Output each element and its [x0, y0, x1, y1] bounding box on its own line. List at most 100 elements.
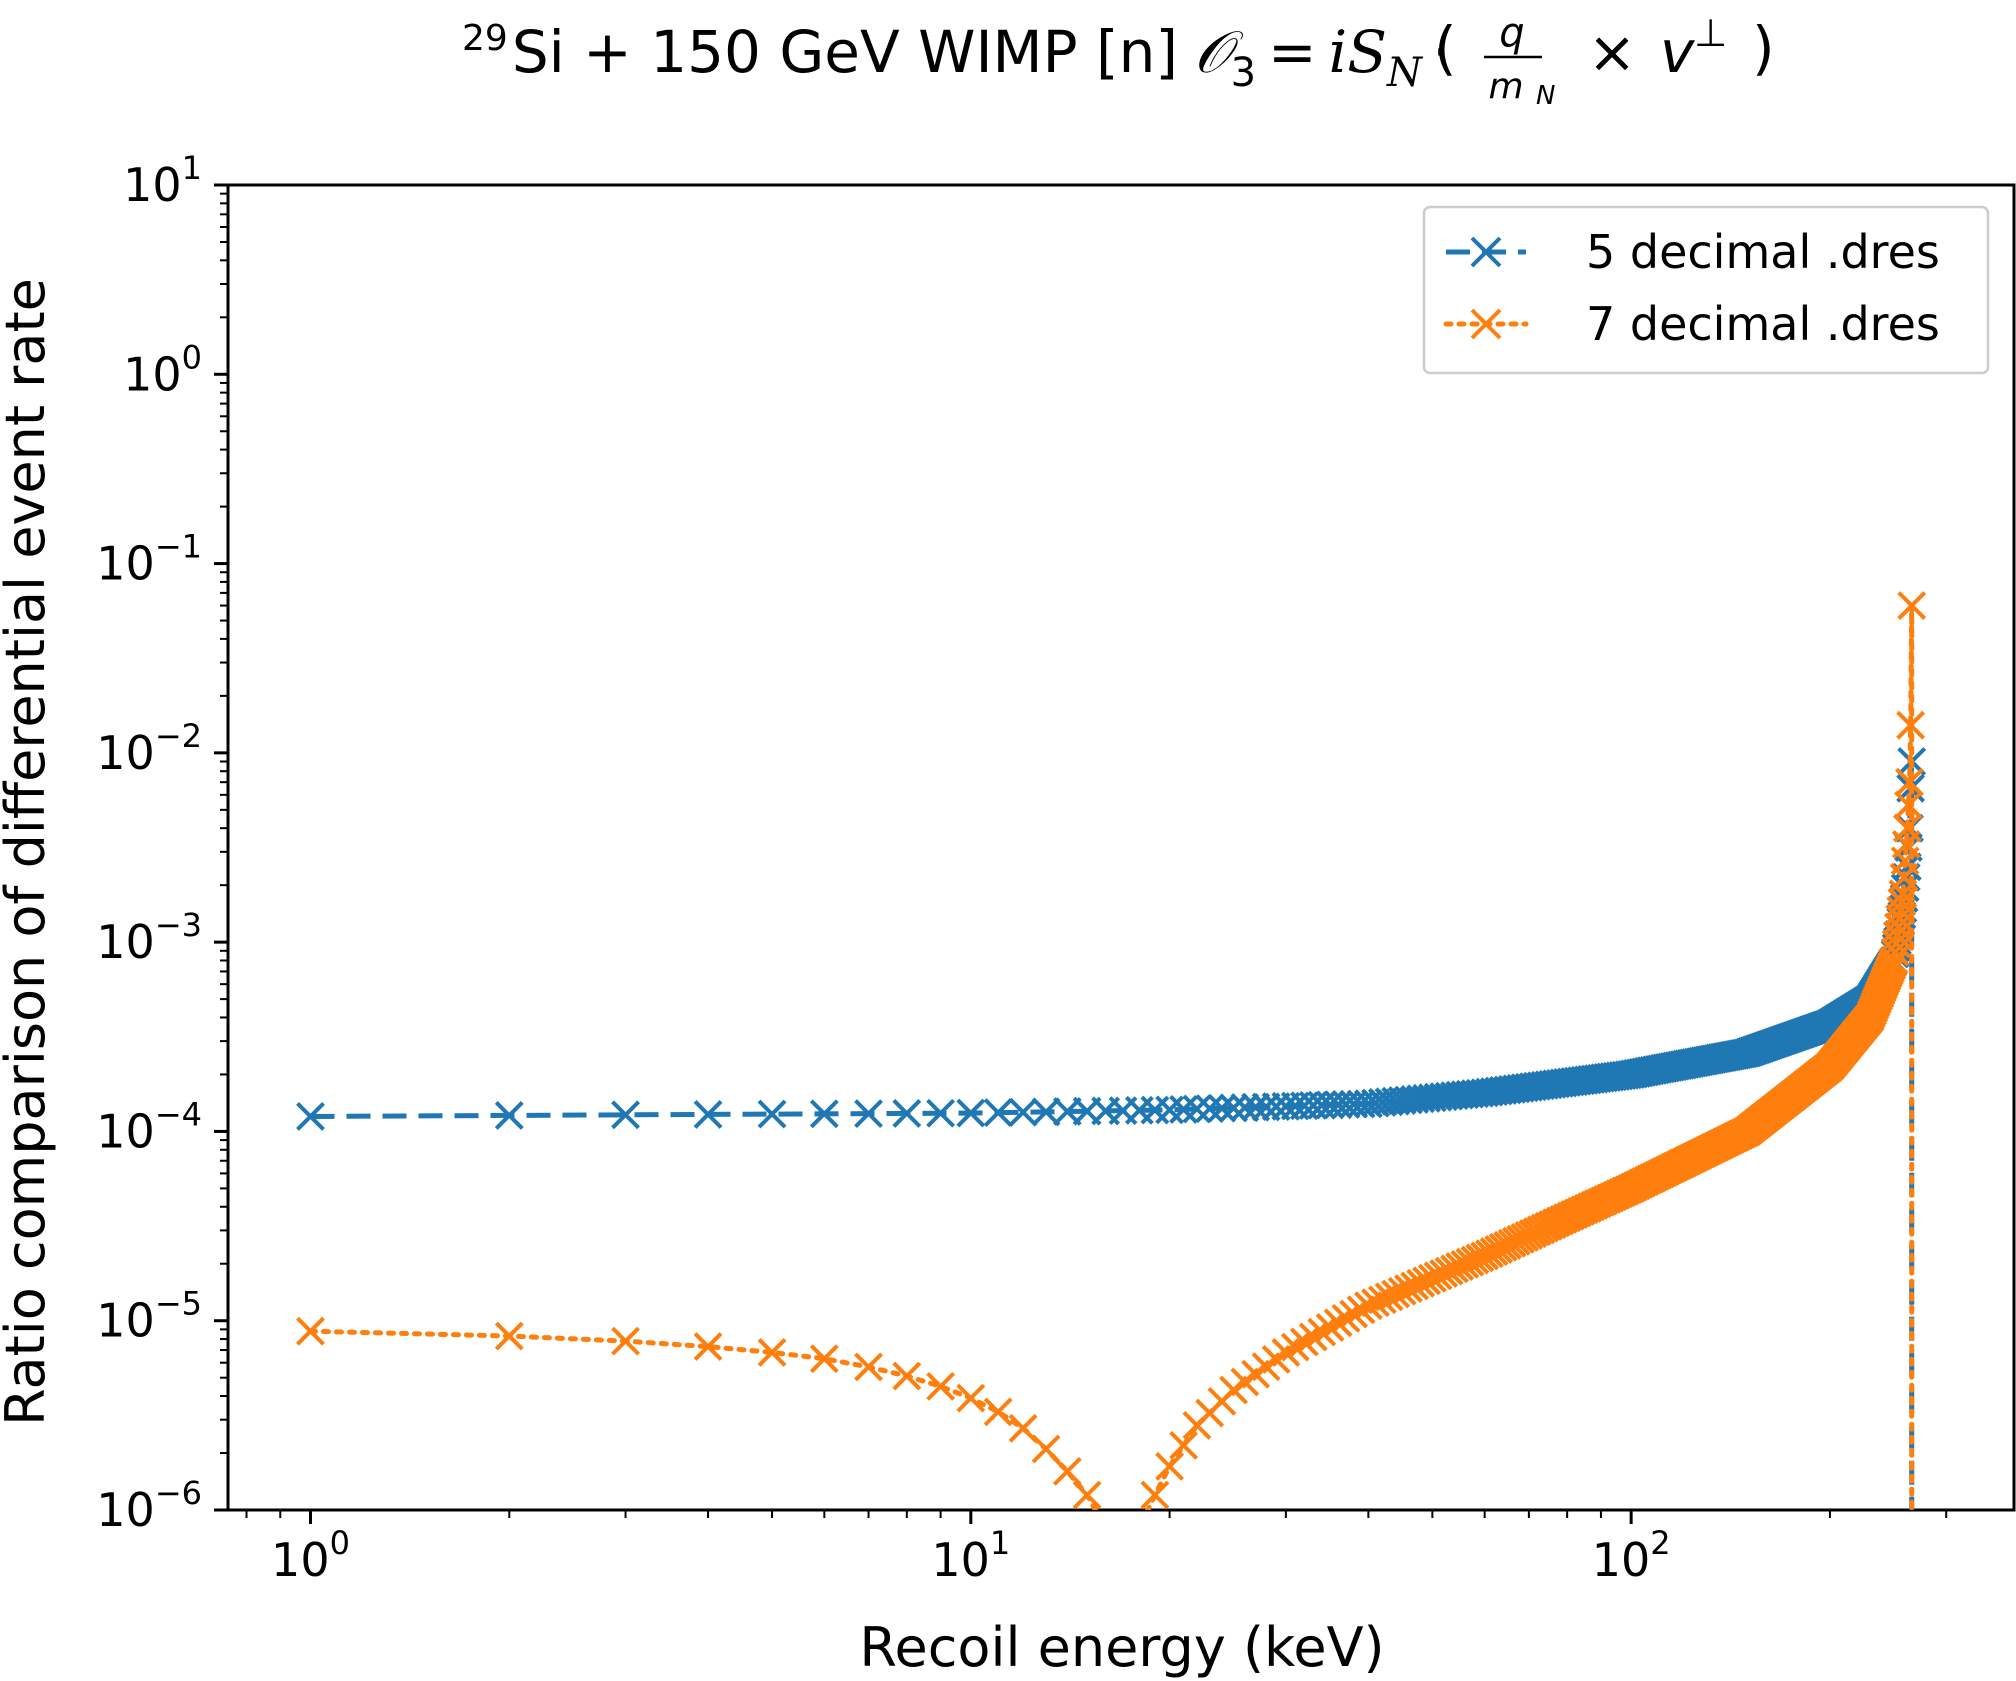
axis-ticks: 100 101 102 101 100 10−1 10−2 10−3 10−4 10−5 10−6 [96, 149, 1948, 1587]
data-point-marker [1219, 1093, 1249, 1123]
data-point-marker [1169, 1430, 1199, 1460]
data-point-marker [926, 1098, 956, 1128]
data-point-marker [1230, 1093, 1260, 1122]
data-point-marker [1455, 1247, 1485, 1277]
y-tick-label: 10−5 [96, 1285, 202, 1348]
data-point-marker [956, 1383, 986, 1413]
data-point-marker [1008, 1413, 1038, 1443]
data-point-marker [983, 1098, 1013, 1128]
title-spin-sub: N [1386, 50, 1424, 96]
data-point-marker [1897, 591, 1927, 620]
y-tick-label: 100 [123, 338, 202, 401]
y-tick-label: 10−4 [96, 1095, 202, 1158]
data-point-marker [693, 1332, 723, 1362]
data-point-marker [854, 1099, 883, 1129]
data-point-marker [1031, 1434, 1061, 1464]
title-q-numerator: q [1499, 10, 1524, 56]
data-point-marker [1280, 1332, 1310, 1362]
data-point-marker [809, 1344, 839, 1374]
data-point-marker [1182, 1094, 1212, 1124]
data-point-marker [1031, 1097, 1061, 1127]
svg-text:29Si + 150 GeV WIMP [n]𝒪3=iSN: 29Si + 150 GeV WIMP [n] 𝒪3 = iSN · [462, 18, 1450, 96]
data-point-marker [1155, 1095, 1185, 1125]
data-point-marker [494, 1101, 524, 1130]
title-dot: · [1432, 18, 1450, 86]
x-tick-label: 100 [271, 1524, 350, 1587]
legend-entry: 5 decimal .dres [1446, 225, 1940, 279]
legend-box [1422, 205, 1990, 375]
data-point-marker [1298, 1322, 1328, 1352]
title-text: Si + 150 GeV WIMP [n] [512, 18, 1178, 86]
series-line [310, 761, 1915, 1510]
data-point-marker [494, 1321, 524, 1351]
title-v-sup: ⊥ [1694, 11, 1727, 55]
data-point-marker [892, 1361, 922, 1391]
title-spin-term: iS [1329, 18, 1387, 86]
data-point-marker [1155, 1451, 1185, 1481]
data-point-marker [1892, 813, 1922, 843]
data-point-marker [296, 1102, 325, 1131]
legend-label: 7 decimal .dres [1586, 297, 1940, 351]
x-tick-label: 102 [1592, 1524, 1671, 1587]
data-point-marker [1126, 1515, 1152, 1541]
data-point-marker [956, 1098, 986, 1128]
data-point-marker [892, 1098, 922, 1128]
y-tick-label: 10−1 [96, 528, 202, 591]
data-point-marker [1315, 1312, 1345, 1342]
data-point-marker [1346, 1295, 1376, 1325]
title-paren-open: ( [1434, 14, 1457, 82]
x-tick-label: 101 [931, 1524, 1010, 1587]
chart-title: 29Si + 150 GeV WIMP [n] 𝒪3 = iSN · ( q m N ×… [462, 10, 1775, 111]
data-point-marker [1289, 1327, 1319, 1357]
title-equals: = [1268, 18, 1317, 86]
legend-label: 5 decimal .dres [1586, 225, 1940, 279]
series-group [296, 591, 1927, 1541]
data-point-marker [1008, 1097, 1038, 1127]
data-point-marker [693, 1100, 723, 1129]
data-point-marker [296, 1316, 325, 1346]
title-q-denominator: m [1488, 66, 1523, 107]
series-2 [296, 591, 1927, 1541]
data-point-marker [1169, 1095, 1199, 1124]
y-tick-label: 101 [123, 149, 202, 212]
data-point-marker [1307, 1317, 1337, 1347]
data-point-marker [1052, 1456, 1082, 1486]
title-isotope-mass: 29 [462, 18, 508, 59]
title-q-denominator-sub: N [1536, 81, 1555, 111]
data-point-marker [1323, 1308, 1353, 1338]
data-point-marker [809, 1099, 839, 1129]
data-point-marker [1894, 790, 1923, 820]
data-point-marker [1895, 767, 1924, 797]
title-paren-close: ) [1752, 14, 1775, 82]
data-point-marker [1450, 1249, 1480, 1279]
data-point-marker [1887, 887, 1917, 917]
data-point-marker [611, 1326, 640, 1356]
y-tick-label: 10−3 [96, 906, 202, 969]
legend: 5 decimal .dres 7 decimal .dres [1422, 205, 1990, 375]
data-point-marker [757, 1099, 787, 1129]
legend-marker [1470, 236, 1502, 268]
y-tick-label: 10−6 [96, 1474, 202, 1537]
data-point-marker [983, 1397, 1013, 1427]
data-point-marker [1110, 1515, 1136, 1541]
data-point-marker [1331, 1303, 1361, 1333]
data-point-marker [611, 1100, 640, 1130]
data-point-marker [1207, 1093, 1237, 1123]
x-axis-label: Recoil energy (keV) [859, 1616, 1384, 1679]
legend-entry: 7 decimal .dres [1443, 297, 1940, 351]
data-point-marker [757, 1338, 787, 1367]
data-point-marker [1339, 1299, 1369, 1329]
legend-marker [1470, 308, 1502, 340]
plot-frame [226, 183, 2016, 1512]
data-point-marker [1072, 1480, 1102, 1510]
title-v-term: v [1660, 18, 1696, 86]
y-axis-label: Ratio comparison of differential event r… [0, 278, 57, 1426]
data-point-marker [1896, 710, 1926, 740]
data-point-marker [1093, 1515, 1119, 1541]
title-times: × [1588, 18, 1637, 86]
series-1 [296, 747, 1927, 1510]
y-tick-label: 10−2 [96, 717, 202, 780]
data-point-marker [854, 1352, 883, 1382]
title-operator-index: 3 [1231, 50, 1256, 96]
